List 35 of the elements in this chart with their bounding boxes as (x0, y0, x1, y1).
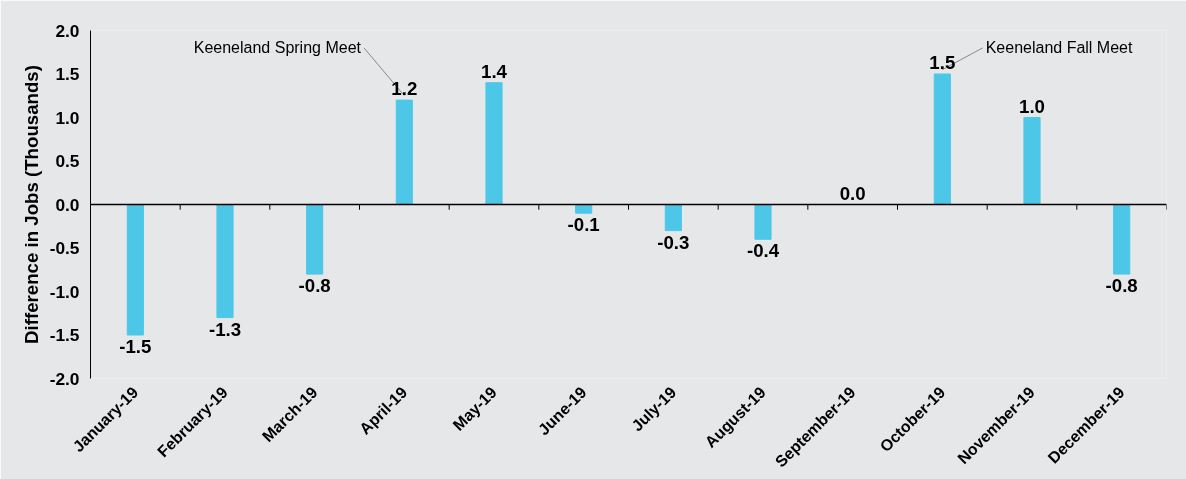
data-label: -0.4 (746, 240, 780, 262)
bar (306, 204, 324, 275)
bar (395, 99, 413, 205)
data-label: -0.8 (1105, 275, 1138, 297)
data-label: -0.8 (298, 275, 331, 297)
data-label: -0.1 (567, 214, 600, 236)
y-tick-label: -0.5 (49, 238, 80, 258)
annotation: Keeneland Fall Meet (985, 39, 1133, 57)
data-label: 0.0 (839, 182, 866, 204)
y-tick-label: 0.0 (55, 194, 80, 215)
annotation: Keeneland Spring Meet (193, 39, 362, 57)
y-tick-label: 1.0 (55, 107, 80, 128)
data-label: 1.2 (391, 78, 418, 100)
bar (126, 204, 144, 336)
bar (575, 204, 593, 214)
y-tick-label: -2.0 (49, 368, 80, 389)
y-tick-label: -1.5 (49, 325, 80, 345)
y-tick-label: 0.5 (55, 151, 80, 171)
y-tick-label: 2.0 (55, 20, 80, 41)
data-label: -1.5 (119, 336, 152, 357)
bar (1113, 204, 1131, 275)
bar (485, 82, 503, 205)
bar (216, 204, 234, 319)
data-label: 1.0 (1019, 95, 1045, 117)
data-label: 1.5 (929, 52, 956, 73)
bar (754, 204, 772, 240)
data-label: -1.3 (208, 318, 242, 340)
data-label: 1.4 (481, 60, 508, 82)
bar (664, 204, 682, 232)
bar (1023, 117, 1041, 205)
y-tick-label: -1.0 (49, 281, 80, 302)
bar (933, 73, 951, 205)
y-axis-title: Difference in Jobs (Thousands) (20, 65, 42, 344)
y-tick-label: 1.5 (55, 64, 80, 84)
data-label: -0.3 (657, 231, 690, 253)
